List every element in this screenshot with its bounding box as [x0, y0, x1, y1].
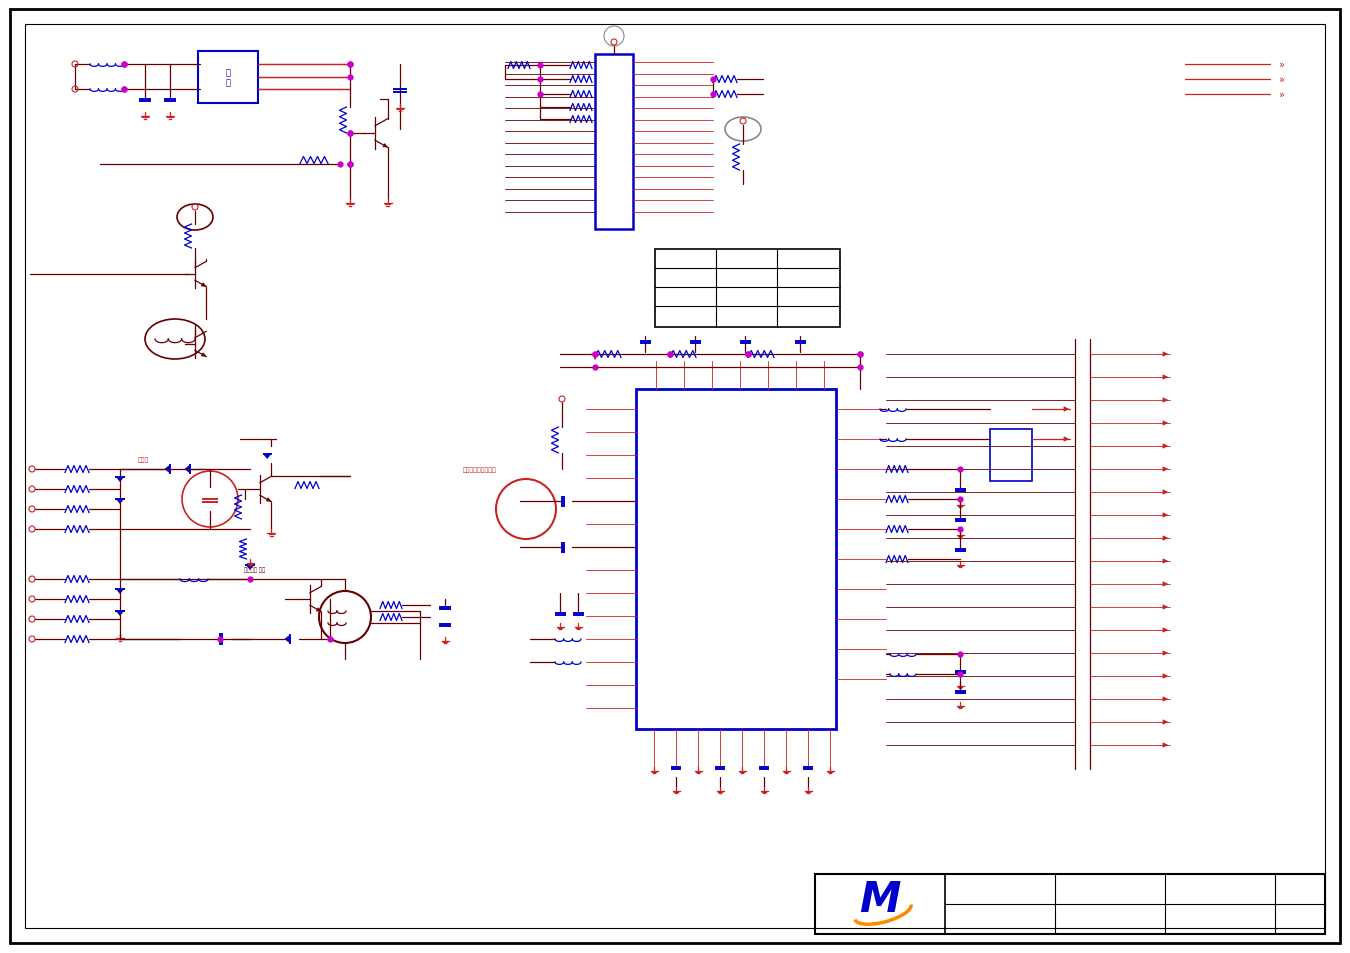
Bar: [815, 874, 1324, 934]
Polygon shape: [285, 636, 289, 643]
Text: 热关控: 热关控: [138, 456, 148, 462]
Polygon shape: [165, 466, 170, 473]
Bar: [655, 250, 840, 328]
Text: »: »: [1278, 75, 1284, 85]
Bar: [198, 52, 258, 104]
Polygon shape: [185, 466, 189, 473]
Polygon shape: [247, 565, 254, 570]
Polygon shape: [263, 455, 271, 459]
Bar: [815, 874, 945, 934]
Polygon shape: [116, 589, 124, 594]
Bar: [595, 55, 633, 230]
Text: 變
壓: 變 壓: [225, 69, 231, 88]
Polygon shape: [116, 499, 124, 504]
Text: »: »: [1278, 90, 1284, 100]
Bar: [636, 390, 836, 729]
Polygon shape: [116, 477, 124, 482]
Text: »: »: [1278, 60, 1284, 70]
Text: 伴音功磁左右输入反: 伴音功磁左右输入反: [463, 467, 497, 473]
Text: 额定电阻 电容: 额定电阻 电容: [244, 567, 266, 572]
Bar: [990, 430, 1031, 481]
Polygon shape: [116, 612, 124, 616]
Text: M: M: [860, 878, 900, 920]
